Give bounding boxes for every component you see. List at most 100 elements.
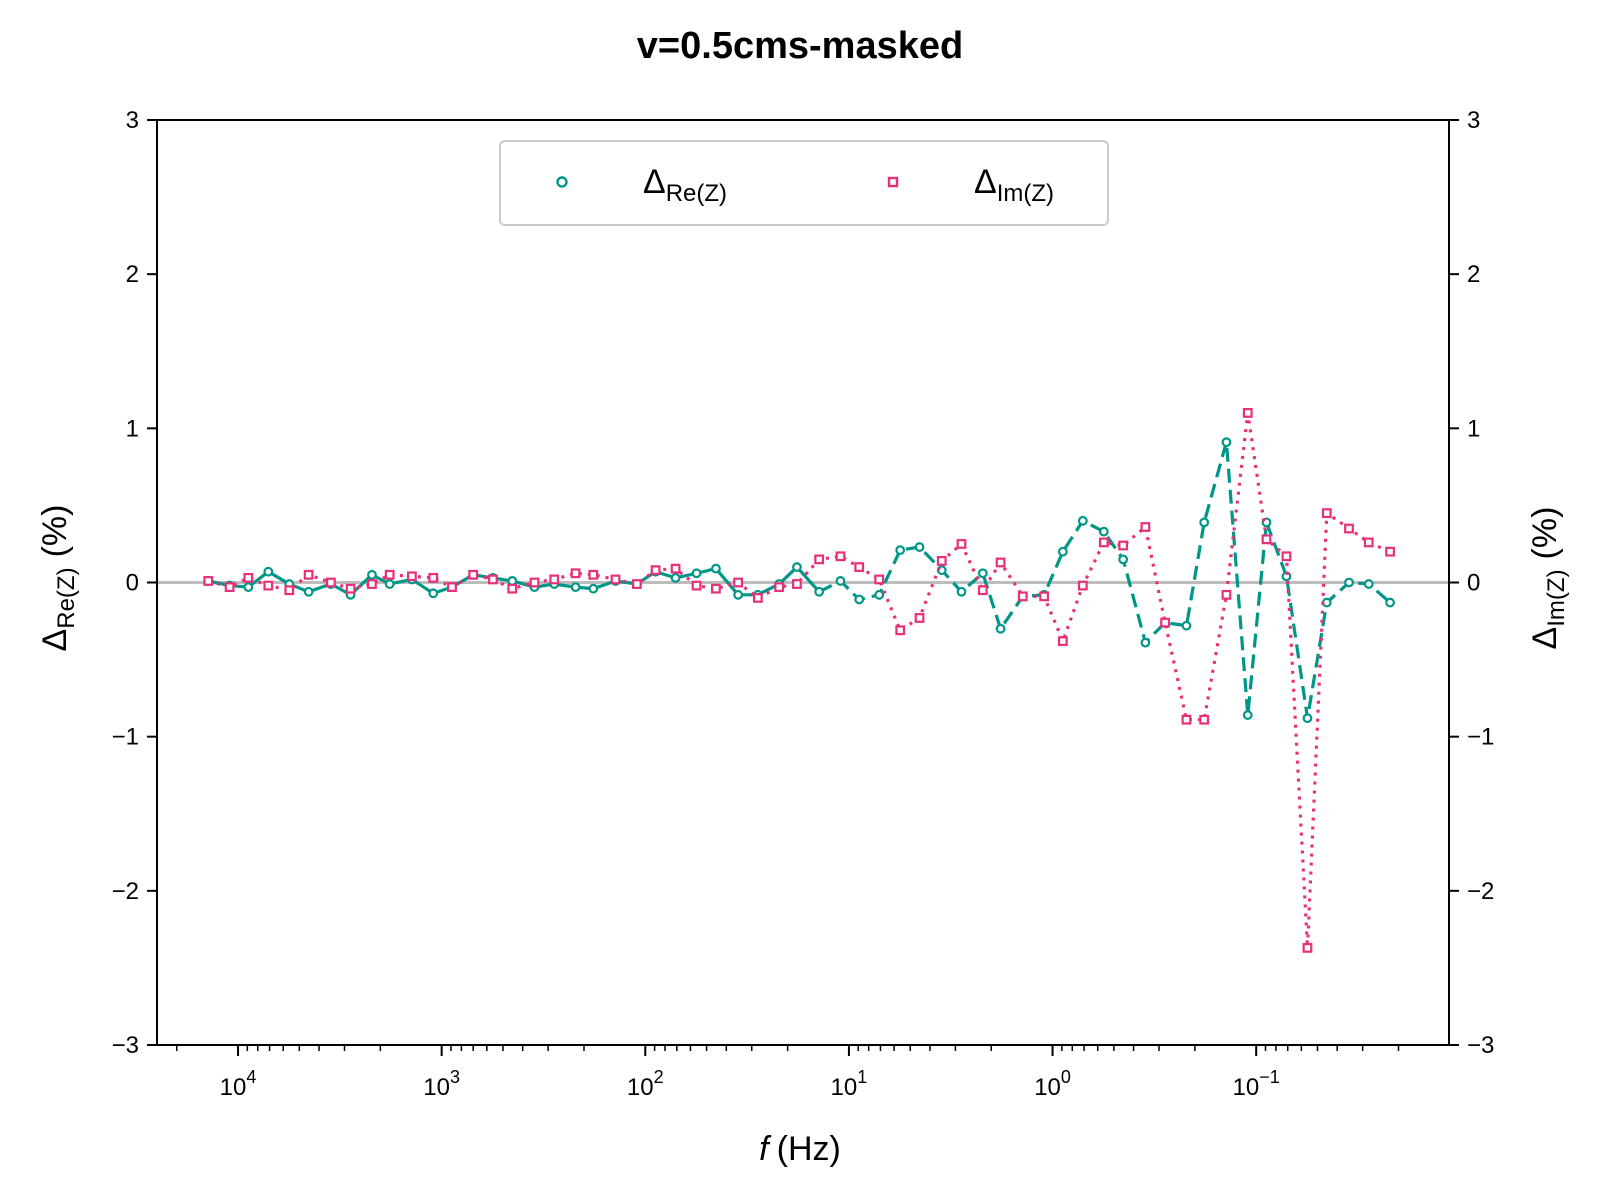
- data-point-im-z: [203, 576, 214, 586]
- x-tick-label: 10−1: [1233, 1067, 1280, 1101]
- data-point-im-z: [447, 582, 457, 593]
- data-point-im-z: [1261, 534, 1272, 545]
- y-tick-label-right: −3: [1467, 1032, 1494, 1059]
- legend-label-im: ΔIm(Z): [974, 163, 1054, 207]
- data-point-im-z: [631, 579, 642, 589]
- data-point-im-z: [263, 580, 274, 591]
- y-tick-label-left: 2: [126, 261, 139, 288]
- y-right-base: Δ: [1526, 627, 1564, 650]
- data-point-im-z: [243, 572, 254, 583]
- data-point-im-z: [936, 556, 947, 566]
- x-tick-label: 103: [423, 1067, 460, 1101]
- data-point-re-z: [243, 582, 254, 593]
- data-point-im-z: [995, 557, 1006, 568]
- data-point-re-z: [428, 588, 439, 599]
- legend-label-re: ΔRe(Z): [643, 163, 727, 207]
- data-point-im-z: [874, 574, 885, 585]
- y-right-sub: Im(Z): [1543, 569, 1570, 626]
- data-point-re-z: [507, 576, 518, 586]
- series-layer: [203, 408, 1395, 953]
- data-point-re-z: [588, 583, 599, 594]
- data-point-im-z: [407, 571, 417, 582]
- y-tick-label-left: 3: [126, 107, 139, 134]
- y-right-unit: (%): [1526, 507, 1564, 560]
- data-point-im-z: [1199, 714, 1210, 725]
- y-tick-label-left: 1: [126, 415, 139, 442]
- data-point-re-z: [384, 579, 395, 589]
- y-axis-right-label: ΔIm(Z) (%): [1526, 507, 1570, 650]
- data-point-im-z: [650, 565, 661, 576]
- y-tick-label-right: 1: [1467, 415, 1480, 442]
- data-point-im-z: [345, 583, 356, 594]
- data-point-re-z: [1057, 546, 1068, 557]
- data-point-re-z: [691, 568, 702, 579]
- data-point-re-z: [1077, 515, 1088, 526]
- x-axis-var: f: [759, 1130, 772, 1168]
- data-point-im-z: [1160, 617, 1171, 628]
- data-point-re-z: [670, 572, 681, 583]
- data-point-im-z: [1077, 580, 1088, 591]
- data-point-im-z: [549, 574, 560, 585]
- x-tick-label: 101: [831, 1067, 868, 1101]
- data-point-im-z: [1017, 591, 1028, 602]
- x-tick-label: 102: [627, 1067, 664, 1101]
- data-point-re-z: [570, 582, 581, 593]
- data-point-re-z: [792, 562, 802, 572]
- legend: ΔRe(Z) ΔIm(Z): [499, 140, 1109, 226]
- data-point-im-z: [303, 569, 314, 580]
- x-axis: 104 103 102 101 100 10−1: [175, 1045, 1400, 1101]
- legend-frame: [499, 140, 1109, 226]
- data-point-im-z: [1302, 942, 1313, 953]
- x-axis-unit: (Hz): [777, 1130, 841, 1168]
- data-point-re-z: [711, 563, 721, 574]
- data-point-re-z: [1199, 517, 1210, 528]
- y-tick-label-right: −2: [1467, 878, 1494, 905]
- data-point-re-z: [956, 586, 967, 597]
- data-point-im-z: [224, 582, 235, 593]
- data-point-im-z: [835, 551, 846, 562]
- y-axis-left-label: ΔRe(Z) (%): [36, 505, 80, 652]
- data-point-re-z: [1344, 577, 1354, 588]
- y-tick-label-left: −1: [112, 724, 139, 751]
- data-point-im-z: [1281, 551, 1292, 562]
- series-im-z: [203, 408, 1395, 953]
- data-point-re-z: [1385, 597, 1395, 608]
- data-point-im-z: [977, 585, 988, 596]
- data-point-im-z: [1039, 591, 1050, 602]
- data-point-re-z: [814, 586, 825, 597]
- data-point-re-z: [995, 623, 1006, 634]
- data-point-re-z: [303, 586, 314, 597]
- data-point-re-z: [854, 594, 865, 605]
- y-axis-left: −3 −2 −1 0 1 2 3: [112, 107, 157, 1059]
- data-point-re-z: [1302, 713, 1313, 724]
- data-point-im-z: [325, 577, 336, 588]
- data-point-im-z: [1118, 540, 1129, 551]
- data-point-im-z: [854, 562, 865, 572]
- data-point-re-z: [1098, 526, 1109, 537]
- legend-re-sub: Re(Z): [666, 180, 727, 207]
- x-axis-label: f (Hz): [759, 1130, 841, 1168]
- legend-marker-im: [887, 176, 899, 188]
- legend-im-sub: Im(Z): [997, 180, 1054, 207]
- data-point-im-z: [529, 577, 540, 588]
- data-point-im-z: [610, 574, 621, 585]
- data-point-im-z: [384, 569, 395, 580]
- data-point-im-z: [956, 539, 967, 549]
- data-point-re-z: [263, 566, 274, 577]
- y-tick-label-left: 0: [126, 570, 139, 597]
- y-tick-label-right: −1: [1467, 724, 1494, 751]
- chart-title: v=0.5cms-masked: [637, 25, 963, 67]
- data-point-im-z: [691, 580, 702, 591]
- legend-re-base: Δ: [643, 163, 666, 201]
- series-line-re-z: [818, 441, 1392, 719]
- y-tick-label-right: 0: [1467, 570, 1480, 597]
- data-point-im-z: [792, 579, 802, 589]
- data-point-im-z: [1140, 522, 1151, 532]
- data-point-im-z: [588, 569, 599, 580]
- data-point-re-z: [733, 589, 744, 600]
- data-point-re-z: [1242, 710, 1253, 720]
- data-point-re-z: [895, 545, 906, 556]
- data-point-re-z: [977, 568, 988, 579]
- y-tick-label-left: −3: [112, 1032, 139, 1059]
